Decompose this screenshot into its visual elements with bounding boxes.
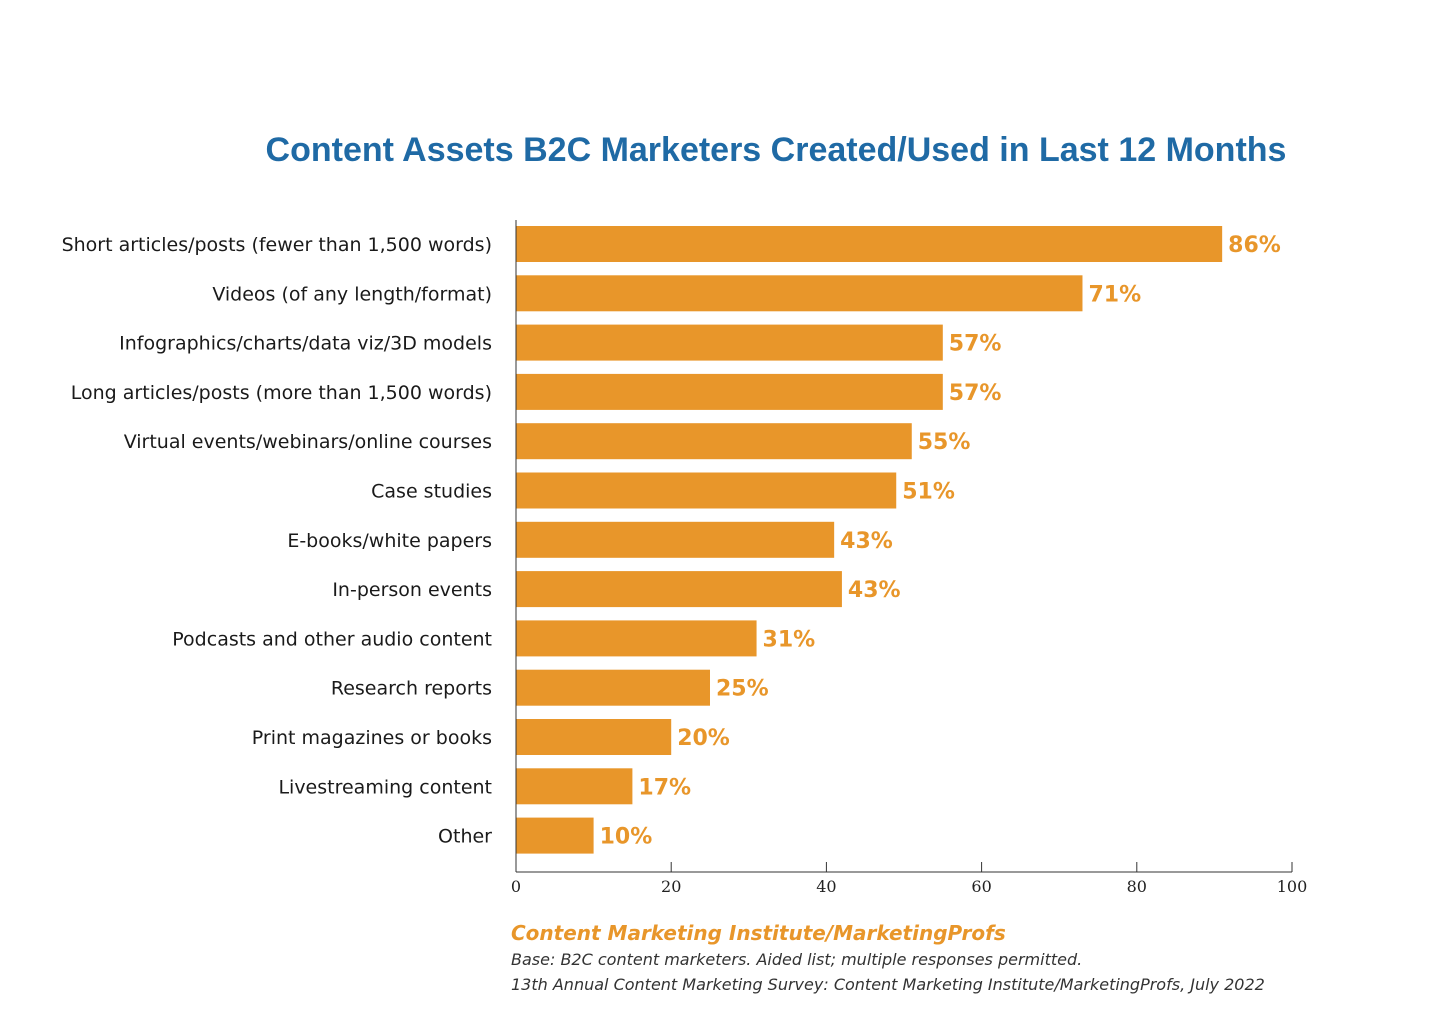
value-label: 57% (949, 332, 1002, 357)
x-tick-label: 0 (511, 877, 521, 896)
category-label: Research reports (331, 678, 492, 700)
category-label: E-books/white papers (287, 530, 492, 552)
bar (516, 226, 1223, 262)
category-label: Long articles/posts (more than 1,500 wor… (71, 382, 492, 404)
x-tick-label: 80 (1127, 877, 1147, 896)
category-label: Infographics/charts/data viz/3D models (119, 333, 492, 355)
value-label: 25% (716, 677, 769, 702)
x-tick-label: 20 (661, 877, 681, 896)
bar (516, 817, 594, 854)
value-label: 20% (677, 726, 730, 751)
bar (516, 324, 943, 361)
bar (516, 472, 897, 509)
bar (516, 768, 633, 805)
bar (516, 669, 710, 706)
bar (516, 373, 943, 410)
category-label: Podcasts and other audio content (172, 628, 492, 650)
category-label: Short articles/posts (fewer than 1,500 w… (62, 234, 492, 256)
value-label: 86% (1228, 233, 1281, 258)
value-label: 10% (600, 825, 653, 850)
category-label: Print magazines or books (252, 727, 492, 749)
category-label: In-person events (332, 579, 492, 601)
survey-note: 13th Annual Content Marketing Survey: Co… (511, 975, 1265, 994)
category-label: Case studies (371, 481, 492, 503)
bar (516, 571, 842, 608)
category-label: Videos (of any length/format) (212, 283, 492, 305)
value-label: 17% (638, 775, 691, 800)
base-note: Base: B2C content marketers. Aided list;… (511, 950, 1082, 969)
bar (516, 423, 912, 460)
category-label: Other (438, 826, 492, 848)
bar (516, 719, 672, 755)
x-tick-label: 60 (971, 877, 991, 896)
bar (516, 275, 1083, 312)
value-label: 55% (918, 430, 971, 455)
category-label: Virtual events/webinars/online courses (124, 431, 492, 453)
x-tick-label: 40 (816, 877, 836, 896)
value-label: 31% (763, 627, 816, 652)
value-label: 43% (848, 578, 901, 603)
category-label: Livestreaming content (278, 776, 492, 798)
source-title: Content Marketing Institute/MarketingPro… (511, 921, 1006, 945)
bar (516, 521, 835, 558)
value-label: 71% (1088, 282, 1141, 307)
x-axis: 0 20 40 60 80 100 (511, 220, 1307, 896)
value-label: 57% (949, 381, 1002, 406)
bar (516, 620, 757, 657)
value-label: 51% (902, 480, 955, 505)
x-tick-label: 100 (1277, 877, 1308, 896)
chart-title: Content Assets B2C Marketers Created/Use… (266, 131, 1287, 169)
bars-group: Short articles/posts (fewer than 1,500 w… (62, 226, 1281, 854)
value-label: 43% (840, 529, 893, 554)
